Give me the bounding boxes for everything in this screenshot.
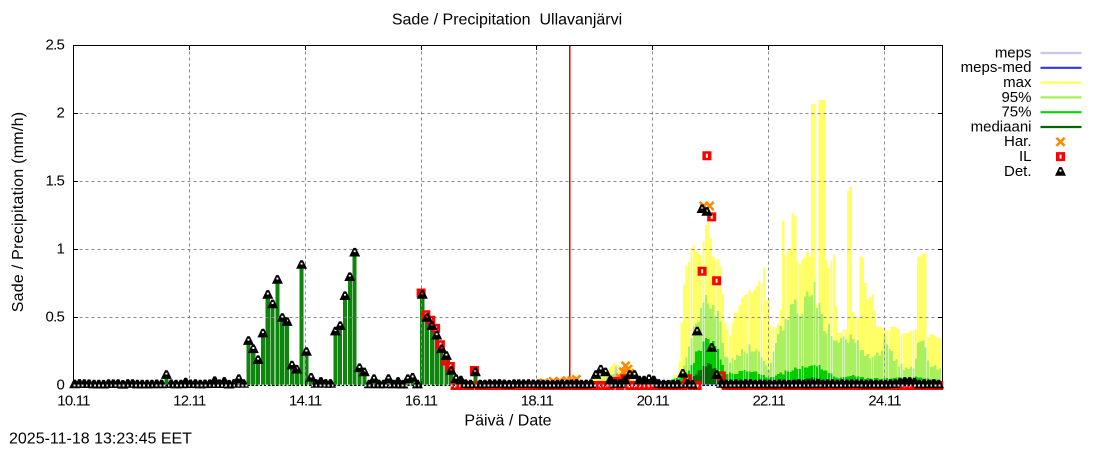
- svg-text:1.5: 1.5: [46, 172, 65, 189]
- svg-text:Päivä / Date: Päivä / Date: [464, 413, 551, 430]
- svg-text:24.11: 24.11: [868, 393, 901, 410]
- svg-text:1: 1: [56, 240, 64, 257]
- svg-text:12.11: 12.11: [173, 393, 206, 410]
- svg-text:16.11: 16.11: [405, 393, 438, 410]
- svg-text:20.11: 20.11: [637, 393, 670, 410]
- svg-text:2.5: 2.5: [46, 36, 65, 53]
- svg-text:0: 0: [56, 376, 64, 393]
- svg-text:18.11: 18.11: [521, 393, 554, 410]
- svg-text:10.11: 10.11: [57, 393, 90, 410]
- svg-text:2: 2: [56, 104, 64, 121]
- svg-text:2025-11-18 13:23:45 EET: 2025-11-18 13:23:45 EET: [9, 431, 192, 448]
- svg-text:14.11: 14.11: [289, 393, 322, 410]
- svg-text:Sade / Precipitation (mm/h): Sade / Precipitation (mm/h): [10, 112, 27, 313]
- svg-text:Det.: Det.: [1004, 163, 1032, 180]
- svg-text:22.11: 22.11: [752, 393, 785, 410]
- svg-text:0.5: 0.5: [46, 308, 65, 325]
- svg-text:Sade / Precipitation Ullavanj: Sade / Precipitation Ullavanjärvi: [392, 12, 622, 29]
